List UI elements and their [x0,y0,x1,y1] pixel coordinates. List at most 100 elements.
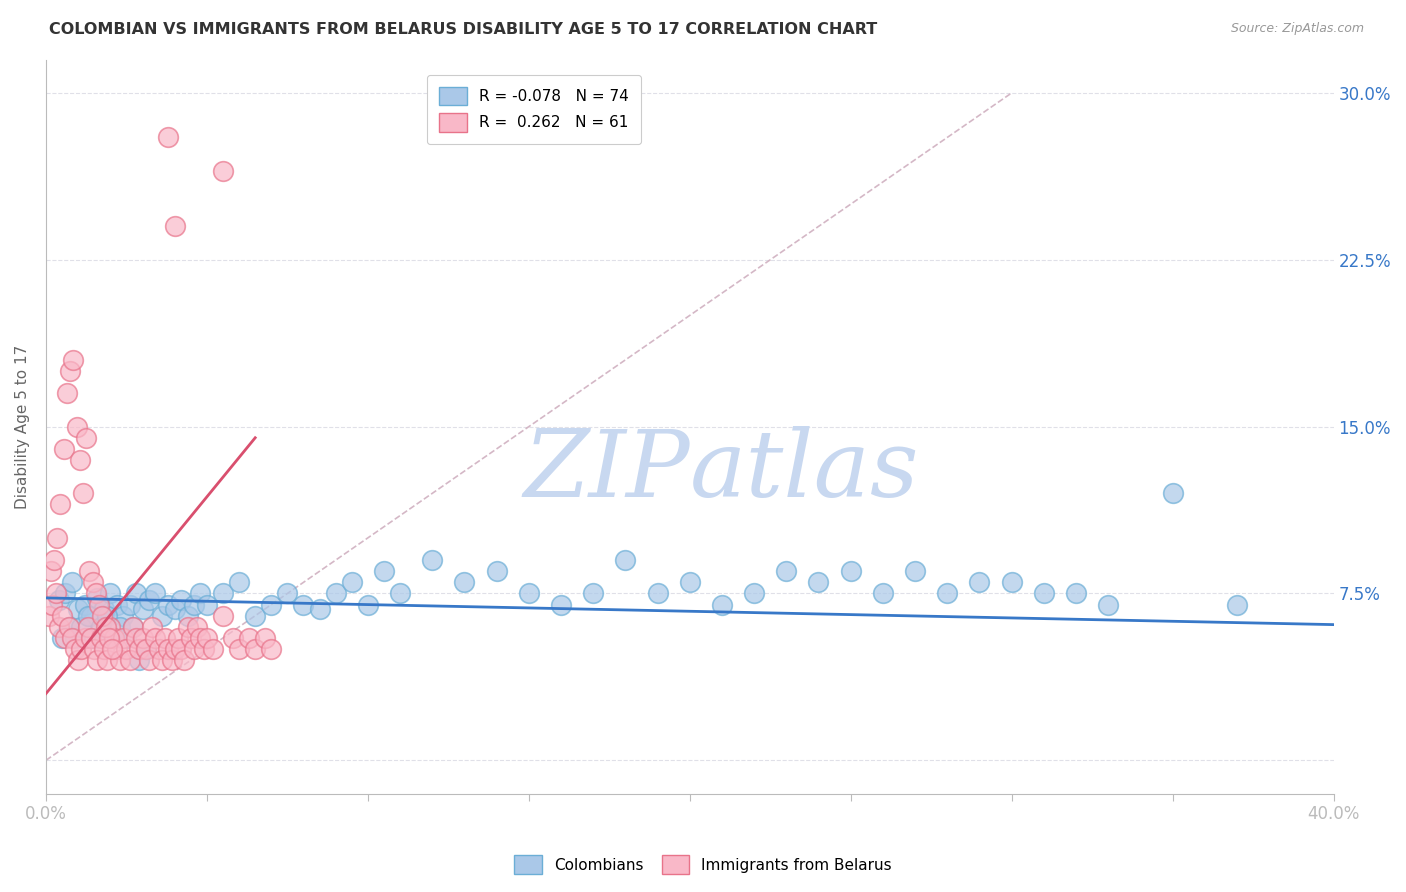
Point [67,602,90,616]
Point [157,642,180,657]
Point [108,620,131,634]
Text: Source: ZipAtlas.com: Source: ZipAtlas.com [1230,22,1364,36]
Point [260,642,283,657]
Point [135,642,157,657]
Point [125,631,148,645]
Point [105,642,128,657]
Point [180,631,202,645]
Point [58,620,80,634]
Y-axis label: Disability Age 5 to 17: Disability Age 5 to 17 [15,344,30,508]
Point [115,642,138,657]
Point [245,608,267,623]
Point [101,642,124,657]
Point [80,631,103,645]
Point [212,586,235,600]
Point [167,631,190,645]
Point [46,531,69,545]
Point [138,593,160,607]
Point [389,586,412,600]
Point [150,608,173,623]
Point [112,631,135,645]
Point [308,602,330,616]
Point [872,586,894,600]
Point [228,642,250,657]
Point [163,219,186,234]
Point [63,631,86,645]
Point [839,564,862,578]
Point [190,586,212,600]
Point [98,620,121,634]
Point [42,553,65,567]
Point [79,564,101,578]
Point [90,631,112,645]
Point [75,431,97,445]
Point [183,598,205,612]
Point [170,642,193,657]
Point [245,642,267,657]
Point [82,575,104,590]
Point [742,586,765,600]
Point [1097,598,1119,612]
Point [62,352,84,367]
Point [103,631,125,645]
Point [98,586,121,600]
Point [96,608,118,623]
Point [679,575,702,590]
Point [103,631,125,645]
Point [292,598,315,612]
Point [65,419,87,434]
Point [41,598,63,612]
Point [86,591,108,605]
Point [936,586,959,600]
Point [212,164,235,178]
Point [72,486,94,500]
Point [84,586,107,600]
Point [70,620,93,634]
Point [83,631,105,645]
Point [96,653,118,667]
Point [48,620,70,634]
Point [141,620,163,634]
Point [122,620,145,634]
Point [51,631,73,645]
Point [60,575,83,590]
Point [58,620,80,634]
Point [131,602,153,616]
Point [340,575,363,590]
Point [131,631,153,645]
Point [193,642,215,657]
Text: COLOMBIAN VS IMMIGRANTS FROM BELARUS DISABILITY AGE 5 TO 17 CORRELATION CHART: COLOMBIAN VS IMMIGRANTS FROM BELARUS DIS… [49,22,877,37]
Point [112,608,135,623]
Point [212,608,235,623]
Point [647,586,669,600]
Point [45,586,67,600]
Point [52,442,75,456]
Text: atlas: atlas [690,425,920,516]
Point [70,642,93,657]
Point [183,642,205,657]
Point [73,631,96,645]
Point [118,653,141,667]
Point [73,598,96,612]
Point [83,642,105,657]
Point [115,631,138,645]
Point [238,631,260,645]
Point [614,553,637,567]
Point [1226,598,1249,612]
Point [157,130,180,145]
Point [128,642,150,657]
Point [49,498,72,512]
Point [276,586,298,600]
Point [176,620,198,634]
Point [76,620,98,634]
Point [157,598,180,612]
Point [87,598,110,612]
Point [48,593,70,607]
Point [76,608,98,623]
Point [105,598,128,612]
Point [807,575,830,590]
Point [93,602,115,616]
Point [97,631,120,645]
Point [145,586,167,600]
Point [53,631,76,645]
